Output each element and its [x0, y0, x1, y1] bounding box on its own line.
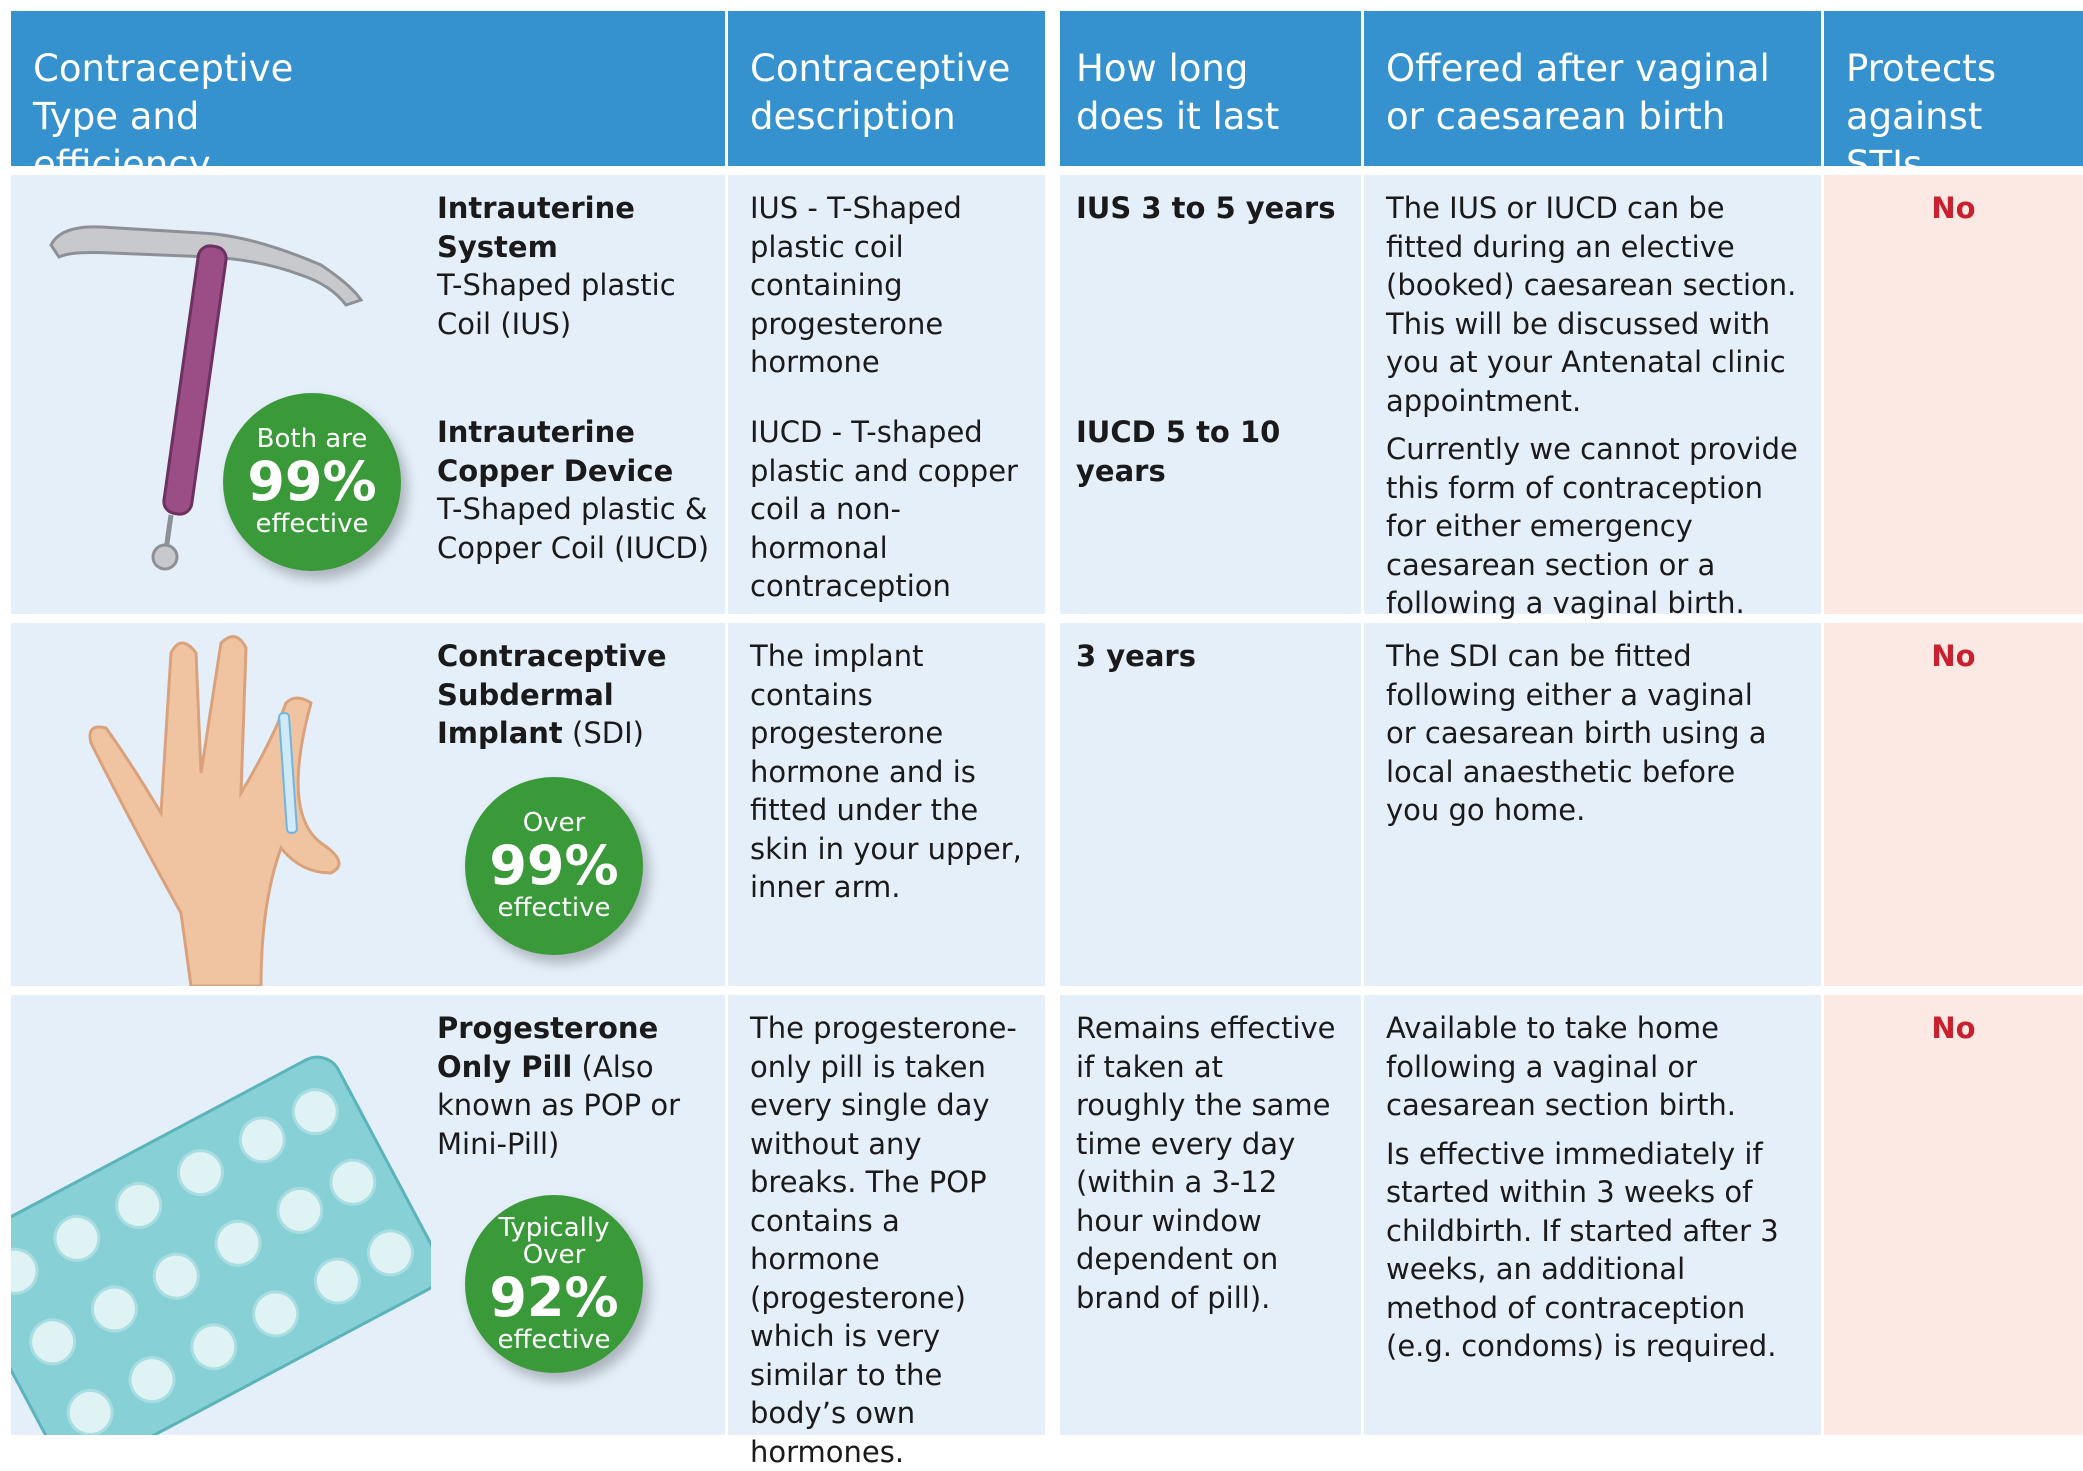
- duration-text: 3 years: [1076, 639, 1196, 673]
- type-name: Intrauterine System: [437, 191, 635, 264]
- type-text: Contraceptive Subdermal Implant (SDI): [437, 637, 697, 753]
- sti-text: No: [1931, 191, 1976, 225]
- badge-value: 92%: [489, 1265, 619, 1329]
- sti-text: No: [1931, 639, 1976, 673]
- sti-cell: No: [1824, 175, 2083, 614]
- type-detail: (SDI): [572, 716, 644, 750]
- header-text: Protects against STIs: [1846, 47, 1997, 186]
- header-text: Offered after vaginal or caesarean birth: [1386, 47, 1770, 138]
- pill-pack-illustration: [11, 1055, 431, 1435]
- description-text: IUS - T-Shaped plastic coil containing p…: [750, 191, 962, 379]
- description-cell: IUS - T-Shaped plastic coil containing p…: [728, 175, 1045, 614]
- badge-text: effective: [497, 1324, 611, 1355]
- offered-text: The SDI can be fitted following either a…: [1386, 639, 1767, 827]
- badge-text: Both are: [256, 424, 368, 454]
- type-detail: T-Shaped plastic & Copper Coil (IUCD): [437, 492, 710, 565]
- badge-text: effective: [255, 509, 369, 539]
- header-cell: How long does it last: [1060, 11, 1361, 166]
- efficacy-badge: Over 99% effective: [465, 777, 643, 955]
- type-cell: Both are 99% effective Intrauterine Syst…: [11, 175, 725, 614]
- sti-cell: No: [1824, 623, 2083, 986]
- duration-cell: Remains effective if taken at roughly th…: [1060, 995, 1361, 1435]
- efficacy-badge: Both are 99% effective: [223, 393, 401, 571]
- duration-text: IUCD 5 to 10 years: [1076, 415, 1281, 488]
- type-cell: Over 99% effective Contraceptive Subderm…: [11, 623, 725, 986]
- header-cell: Protects against STIs: [1824, 11, 2083, 186]
- type-name: Contraceptive Subdermal Implant: [437, 639, 667, 750]
- sti-cell: No: [1824, 995, 2083, 1435]
- offered-cell: Available to take home following a vagin…: [1364, 995, 1821, 1435]
- type-detail: (Also known as POP or Mini-Pill): [437, 1049, 681, 1161]
- iud-illustration: [49, 225, 364, 571]
- duration-cell: IUS 3 to 5 years IUCD 5 to 10 years: [1060, 175, 1361, 614]
- duration-cell: 3 years: [1060, 623, 1361, 986]
- efficacy-badge: Typically Over 92% effective: [465, 1195, 643, 1373]
- sti-text: No: [1931, 1011, 1976, 1045]
- duration-text: IUS 3 to 5 years: [1076, 191, 1336, 225]
- type-name: Intrauterine Copper Device: [437, 415, 674, 488]
- header-text: How long does it last: [1076, 47, 1280, 138]
- type-text: Intrauterine System T-Shaped plastic Coi…: [437, 189, 717, 343]
- offered-text: Currently we cannot provide this form of…: [1386, 432, 1798, 620]
- type-cell: Typically Over 92% effective Progesteron…: [11, 995, 725, 1435]
- type-detail: T-Shaped plastic Coil (IUS): [437, 268, 676, 341]
- description-text: The progesterone-only pill is taken ever…: [750, 1011, 1017, 1469]
- header-cell: Contraceptive Type and efficiency: [11, 11, 725, 186]
- duration-text: Remains effective if taken at roughly th…: [1076, 1011, 1336, 1315]
- badge-value: 99%: [247, 450, 377, 513]
- offered-text: Is effective immediately if started with…: [1386, 1136, 1779, 1364]
- type-text: Progesterone Only Pill (Also known as PO…: [437, 1009, 697, 1163]
- header-cell: Contraceptive description: [728, 11, 1045, 166]
- description-text: The implant contains progesterone hormon…: [750, 639, 1022, 904]
- header-text: Contraceptive Type and efficiency: [33, 47, 294, 186]
- hand-illustration: [88, 635, 341, 986]
- page: Contraceptive Type and efficiency Contra…: [11, 11, 2083, 1469]
- offered-text: The IUS or IUCD can be fitted during an …: [1386, 191, 1797, 418]
- description-text: IUCD - T-shaped plastic and copper coil …: [750, 415, 1018, 603]
- badge-text: effective: [497, 893, 611, 923]
- offered-text: Available to take home following a vagin…: [1386, 1011, 1736, 1122]
- description-cell: The progesterone-only pill is taken ever…: [728, 995, 1045, 1469]
- badge-value: 99%: [489, 834, 619, 897]
- offered-cell: The SDI can be fitted following either a…: [1364, 623, 1821, 986]
- badge-text: Over: [522, 808, 586, 838]
- header-cell: Offered after vaginal or caesarean birth: [1364, 11, 1821, 166]
- description-cell: The implant contains progesterone hormon…: [728, 623, 1045, 986]
- badge-text: Typically Over: [498, 1212, 610, 1270]
- offered-cell: The IUS or IUCD can be fitted during an …: [1364, 175, 1821, 620]
- type-text: Intrauterine Copper Device T-Shaped plas…: [437, 413, 727, 567]
- type-name: Progesterone Only Pill: [437, 1011, 659, 1084]
- header-text: Contraceptive description: [750, 47, 1011, 138]
